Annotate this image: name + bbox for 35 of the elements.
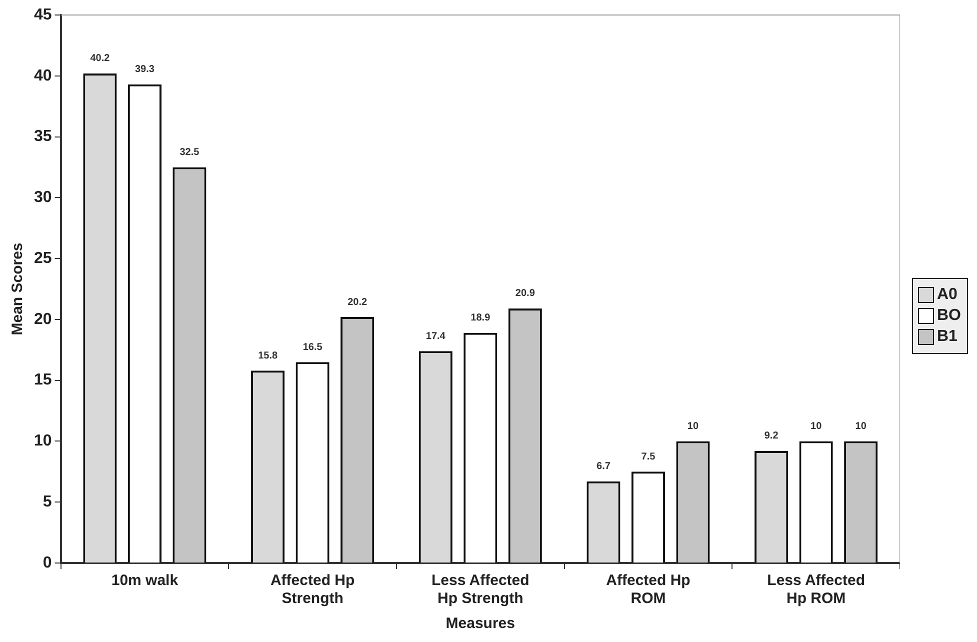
data-label: 10	[855, 420, 867, 432]
legend-label: A0	[937, 286, 958, 304]
y-tick-label: 5	[42, 494, 52, 511]
y-tick-label: 30	[34, 189, 52, 206]
data-label: 39.3	[134, 64, 155, 76]
data-label: 16.5	[302, 342, 323, 353]
legend-label: B1	[937, 328, 958, 346]
legend-label: BO	[937, 307, 961, 325]
y-tick-label: 20	[34, 310, 52, 328]
data-label: 15.8	[258, 350, 278, 362]
y-axis-title: Mean Scores	[9, 242, 26, 336]
y-tick-label: 15	[34, 372, 52, 389]
x-tick-label: Less Affected Hp ROM	[767, 572, 865, 608]
y-tick-label: 10	[34, 432, 52, 450]
data-label: 20.9	[515, 288, 536, 300]
x-tick-label: 10m walk	[111, 572, 179, 590]
y-tick-label: 25	[34, 250, 52, 267]
x-tick-label: Affected Hp ROM	[606, 572, 690, 608]
data-label: 9.2	[764, 430, 779, 442]
data-label: 32.5	[180, 146, 200, 158]
y-tick-label: 40	[34, 67, 52, 84]
data-label: 40.2	[90, 53, 110, 64]
data-label: 18.9	[470, 312, 491, 324]
data-label: 17.4	[426, 330, 446, 342]
data-label: 10	[687, 420, 699, 432]
y-tick-label: 45	[34, 6, 52, 24]
x-tick-label: Affected Hp Strength	[270, 572, 355, 608]
data-label: 6.7	[596, 461, 611, 472]
data-label: 7.5	[641, 451, 656, 462]
data-label: 10	[810, 420, 822, 432]
data-label: 20.2	[348, 296, 368, 308]
y-tick-label: 0	[42, 554, 52, 572]
x-tick-label: Less Affected Hp Strength	[431, 572, 530, 608]
x-axis-title: Measures	[446, 615, 516, 632]
y-tick-label: 35	[34, 128, 52, 146]
